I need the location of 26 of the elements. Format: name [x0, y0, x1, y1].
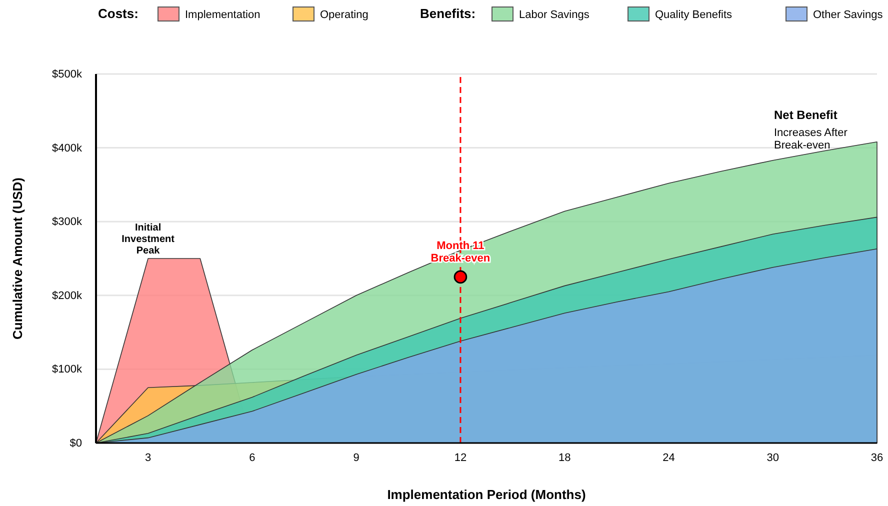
y-tick-label: $100k [52, 364, 82, 376]
x-tick-label: 36 [870, 452, 884, 464]
y-axis-title: Cumulative Amount (USD) [10, 177, 25, 340]
y-tick-label: $300k [52, 216, 82, 228]
y-tick-label: $0 [70, 438, 82, 450]
legend-label: Operating [320, 9, 368, 21]
annotation: Net Benefit [774, 108, 838, 122]
legend-label: Labor Savings [519, 9, 590, 21]
x-tick-label: 18 [558, 452, 571, 464]
x-tick-label: 12 [454, 452, 467, 464]
x-tick-label: 9 [353, 452, 360, 464]
x-tick-label: 30 [766, 452, 779, 464]
annotation: Initial Investment Peak [122, 222, 176, 256]
legend-label: Other Savings [813, 9, 884, 21]
x-tick-label: 6 [249, 452, 256, 464]
text: Costs: [98, 6, 138, 21]
annotation: Increases After Break-even [774, 127, 848, 152]
x-axis-title: Implementation Period (Months) [387, 487, 586, 502]
legend-label: Implementation [185, 9, 260, 21]
legend-label: Quality Benefits [655, 9, 733, 21]
x-tick-label: 24 [662, 452, 675, 464]
text: Benefits: [420, 6, 476, 21]
x-tick-label: 3 [145, 452, 152, 464]
y-tick-label: $400k [52, 142, 82, 154]
y-tick-label: $200k [52, 290, 82, 302]
y-tick-label: $500k [52, 68, 82, 81]
